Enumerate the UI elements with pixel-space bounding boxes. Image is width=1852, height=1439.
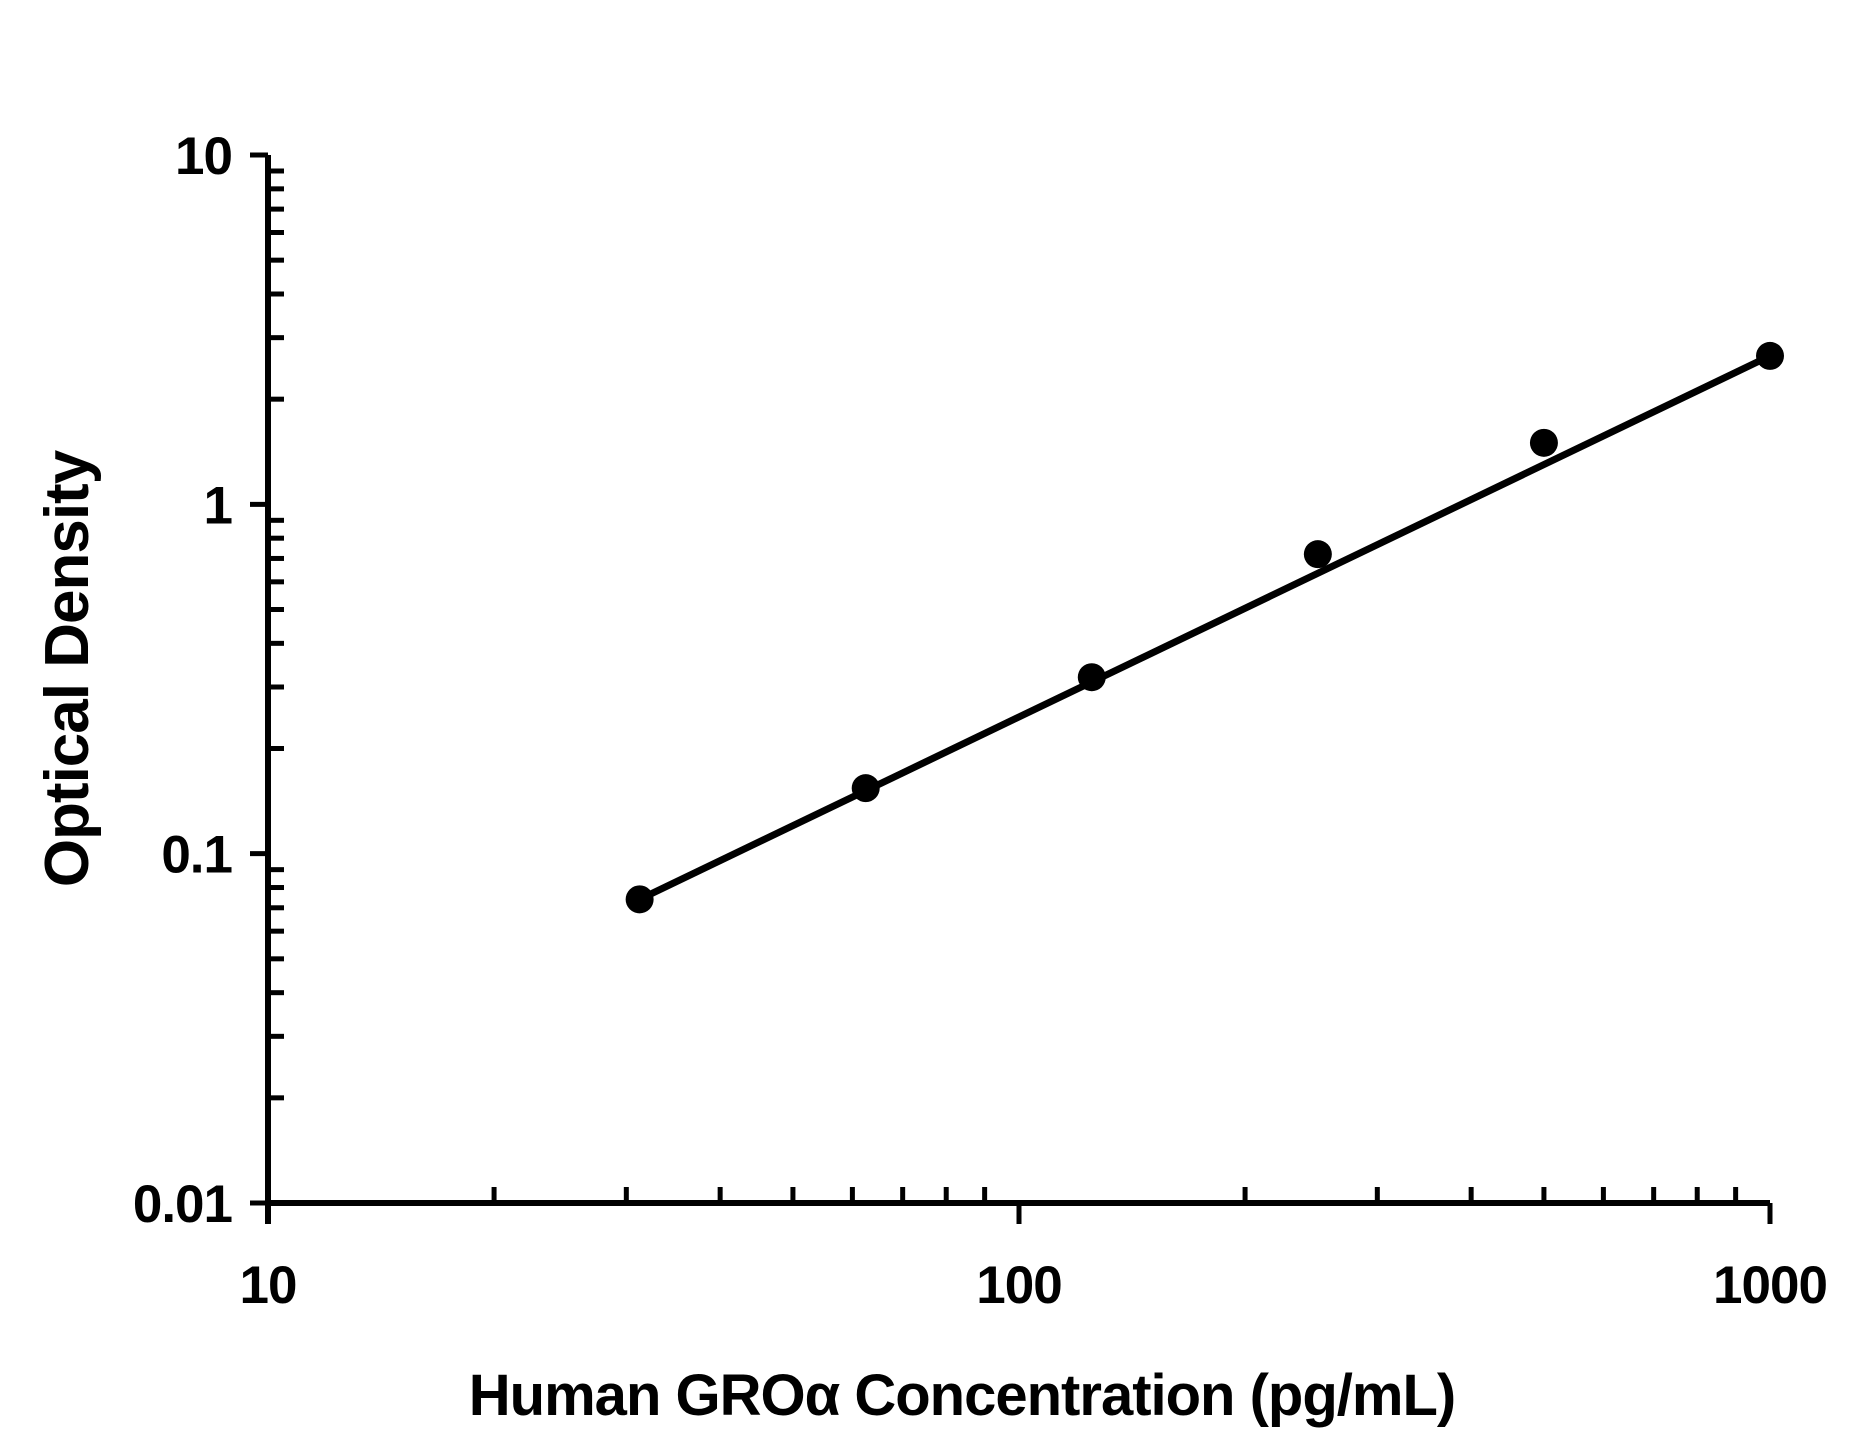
data-point	[1077, 663, 1106, 692]
x-tick-label: 100	[976, 1256, 1061, 1315]
x-tick-label: 10	[240, 1256, 297, 1315]
data-point	[625, 885, 654, 914]
y-tick-label: 0.01	[133, 1175, 232, 1234]
tick-labels-layer: 10 100 1000 0.01 0.1 1 10	[133, 127, 1828, 1315]
data-point	[1303, 540, 1332, 569]
y-axis-title: Optical Density	[33, 449, 102, 887]
axes-layer	[265, 155, 1770, 1224]
x-tick-label: 1000	[1713, 1256, 1827, 1315]
ticks-layer	[250, 152, 1773, 1224]
series-layer	[625, 341, 1784, 914]
y-tick-label: 1	[204, 476, 232, 535]
trend-line	[638, 352, 1772, 903]
data-point	[1756, 341, 1784, 370]
data-point	[851, 774, 880, 803]
x-axis-title: Human GROα Concentration (pg/mL)	[469, 1363, 1455, 1428]
data-point	[1529, 428, 1558, 457]
y-tick-label: 0.1	[161, 826, 232, 885]
y-tick-label: 10	[175, 127, 232, 186]
